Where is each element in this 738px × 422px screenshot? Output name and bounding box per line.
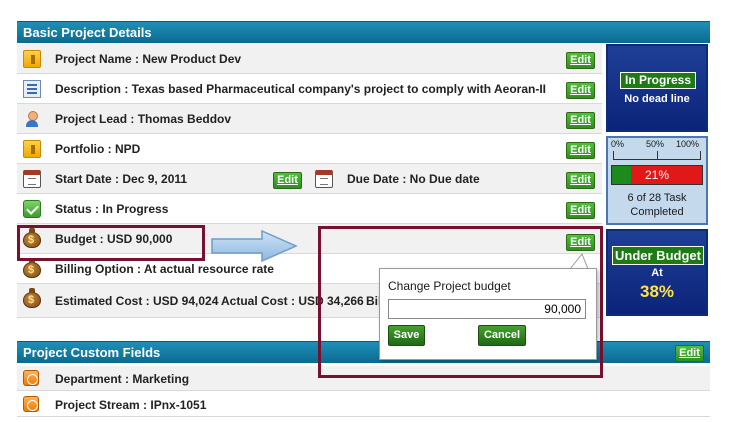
budget-input[interactable] bbox=[388, 299, 586, 319]
money-bag-icon bbox=[23, 288, 41, 308]
dates-row: Start Date : Dec 9, 2011 Edit Due Date :… bbox=[17, 164, 602, 194]
tasks-completed: Completed bbox=[630, 206, 684, 218]
folder-icon bbox=[23, 140, 41, 158]
change-budget-popup: Change Project budget Save Cancel bbox=[379, 268, 597, 360]
start-date-label: Start Date : Dec 9, 2011 bbox=[55, 172, 188, 186]
person-icon bbox=[23, 110, 41, 128]
edit-budget-button[interactable]: Edit bbox=[566, 234, 595, 251]
folder-icon bbox=[23, 50, 41, 68]
money-bag-icon bbox=[23, 258, 41, 278]
clock-icon bbox=[23, 370, 39, 386]
under-budget-badge: Under Budget bbox=[612, 246, 704, 265]
document-icon bbox=[23, 80, 41, 98]
budget-label: Budget : USD 90,000 bbox=[55, 232, 173, 246]
popup-pointer bbox=[569, 253, 589, 270]
save-button[interactable]: Save bbox=[388, 325, 425, 346]
basic-details-title: Basic Project Details bbox=[23, 25, 152, 40]
edit-custom-fields-button[interactable]: Edit bbox=[675, 345, 704, 362]
budget-panel: Under Budget At 38% bbox=[606, 229, 708, 316]
billing-label: Billing Option : At actual resource rate bbox=[55, 262, 274, 276]
estimated-cost-label: Estimated Cost : USD 94,024 bbox=[55, 294, 219, 308]
description-row: Description : Texas based Pharmaceutical… bbox=[17, 74, 602, 104]
in-progress-badge: In Progress bbox=[620, 72, 696, 89]
budget-at-text: At bbox=[651, 267, 663, 279]
clock-icon bbox=[23, 396, 39, 412]
arrow-icon bbox=[211, 229, 298, 263]
tasks-count: 6 of 28 Task bbox=[627, 192, 687, 204]
edit-due-date-button[interactable]: Edit bbox=[566, 172, 595, 189]
project-stream-label: Project Stream : IPnx-1051 bbox=[55, 398, 207, 412]
department-label: Department : Marketing bbox=[55, 372, 190, 386]
portfolio-row: Portfolio : NPD Edit bbox=[17, 134, 602, 164]
calendar-icon bbox=[23, 170, 41, 188]
status-row: Status : In Progress Edit bbox=[17, 194, 602, 224]
calendar-icon bbox=[315, 170, 333, 188]
progress-percent: 21% bbox=[644, 168, 670, 182]
popup-highlight-box bbox=[318, 226, 603, 378]
budget-row: Budget : USD 90,000 Edit bbox=[17, 224, 602, 254]
edit-status-button[interactable]: Edit bbox=[566, 202, 595, 219]
edit-description-button[interactable]: Edit bbox=[566, 82, 595, 99]
edit-project-lead-button[interactable]: Edit bbox=[566, 112, 595, 129]
truncated-label: Bil bbox=[366, 294, 382, 308]
basic-details-header: Basic Project Details bbox=[17, 21, 710, 43]
project-lead-label: Project Lead : Thomas Beddov bbox=[55, 112, 232, 126]
edit-portfolio-button[interactable]: Edit bbox=[566, 142, 595, 159]
cancel-button[interactable]: Cancel bbox=[478, 325, 526, 346]
due-date-label: Due Date : No Due date bbox=[347, 172, 480, 186]
tick-0: 0% bbox=[611, 139, 625, 149]
project-name-label: Project Name : New Product Dev bbox=[55, 52, 242, 66]
progress-panel: 0% 50% 100% 21% 6 of 28 Task Completed bbox=[606, 136, 708, 225]
status-label: Status : In Progress bbox=[55, 202, 169, 216]
project-stream-row: Project Stream : IPnx-1051 bbox=[17, 392, 710, 417]
budget-percent: 38% bbox=[639, 282, 675, 301]
edit-start-date-button[interactable]: Edit bbox=[273, 172, 302, 189]
deadline-text: No dead line bbox=[624, 93, 690, 105]
money-bag-icon bbox=[23, 228, 41, 248]
budget-highlight-box bbox=[17, 225, 205, 261]
project-lead-row: Project Lead : Thomas Beddov Edit bbox=[17, 104, 602, 134]
status-panel: In Progress No dead line bbox=[606, 44, 708, 132]
project-name-row: Project Name : New Product Dev Edit bbox=[17, 44, 602, 74]
progress-bar-fill bbox=[612, 166, 631, 184]
progress-ruler bbox=[613, 151, 701, 160]
actual-cost-label: Actual Cost : USD 34,266 bbox=[221, 294, 364, 308]
tick-100: 100% bbox=[676, 139, 700, 149]
progress-bar: 21% bbox=[611, 165, 703, 185]
edit-project-name-button[interactable]: Edit bbox=[566, 52, 595, 69]
description-label: Description : Texas based Pharmaceutical… bbox=[55, 82, 546, 96]
popup-title: Change Project budget bbox=[388, 279, 511, 293]
custom-fields-title: Project Custom Fields bbox=[23, 345, 161, 360]
checkmark-icon bbox=[23, 200, 41, 218]
tick-50: 50% bbox=[646, 139, 665, 149]
portfolio-label: Portfolio : NPD bbox=[55, 142, 141, 156]
department-row: Department : Marketing bbox=[17, 366, 710, 391]
billing-row: Billing Option : At actual resource rate bbox=[17, 254, 602, 284]
